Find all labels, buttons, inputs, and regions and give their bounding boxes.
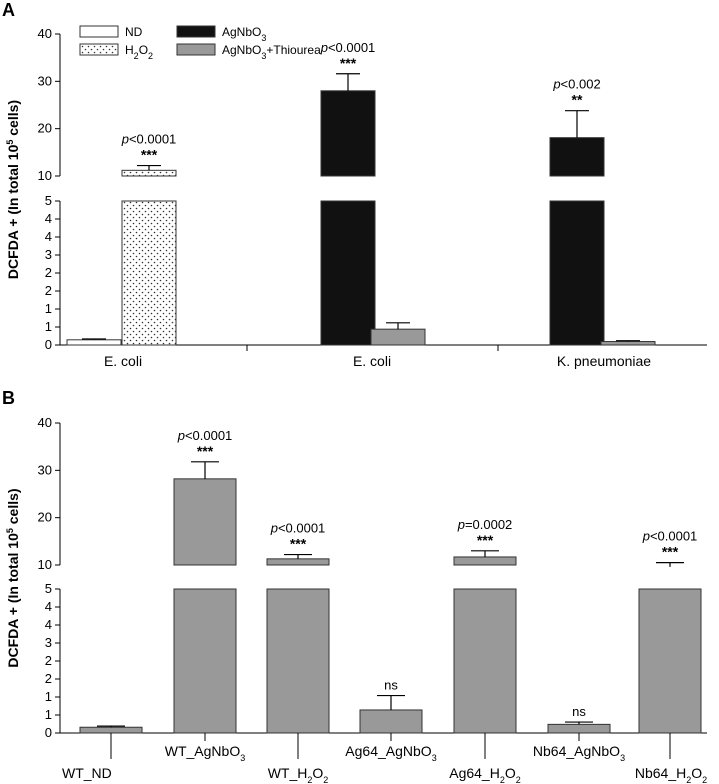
y-tick-label: 0 — [45, 725, 52, 740]
p-value-label: p<0.0001 — [177, 428, 233, 443]
bar-lower — [121, 200, 177, 346]
bar-upper — [266, 558, 330, 566]
y-tick-label: 0 — [45, 337, 52, 352]
y-tick-label: 2 — [45, 671, 52, 686]
group-label: E. coli — [104, 353, 142, 369]
bar-lower — [266, 588, 330, 734]
y-tick-label: 4 — [45, 211, 52, 226]
bar — [79, 726, 143, 734]
legend-label: H2O2 — [125, 43, 153, 61]
p-value-label: p<0.0001 — [121, 132, 177, 147]
y-tick-label: 30 — [38, 462, 52, 477]
significance-stars: *** — [197, 443, 214, 459]
bar-upper — [121, 169, 177, 177]
category-label: WT_AgNbO3 — [165, 743, 245, 763]
y-tick-label: 3 — [45, 247, 52, 262]
category-label: Nb64_H2O2 — [635, 765, 707, 784]
y-tick-label: 10 — [38, 168, 52, 183]
bar — [359, 709, 423, 734]
significance-stars: ** — [572, 92, 583, 108]
legend-swatch — [176, 25, 216, 38]
legend-item: ND — [79, 25, 143, 39]
bar-lower — [453, 588, 517, 734]
p-value-label: p<0.0001 — [642, 529, 698, 544]
y-tick-label: 10 — [38, 557, 52, 572]
y-tick-label: 1 — [45, 689, 52, 704]
y-tick-label: 4 — [45, 617, 52, 632]
p-value-label: p<0.0001 — [320, 40, 376, 55]
significance-stars: *** — [290, 536, 307, 552]
significance-stars: *** — [141, 147, 158, 163]
y-tick-label: 3 — [45, 635, 52, 650]
y-tick-label: 20 — [38, 510, 52, 525]
p-value-label: p=0.0002 — [457, 517, 513, 532]
category-label: Nb64_AgNbO3 — [533, 743, 625, 763]
legend-swatch — [79, 43, 119, 56]
y-tick-label: 1 — [45, 319, 52, 334]
significance-stars: *** — [340, 55, 357, 71]
category-label: Ag64_AgNbO3 — [345, 743, 436, 763]
y-tick-label: 30 — [38, 73, 52, 88]
category-label: Ag64_H2O2 — [449, 765, 521, 784]
bar — [370, 328, 426, 346]
p-value-label: p<0.0001 — [270, 521, 326, 536]
y-tick-label: 5 — [45, 581, 52, 596]
panel-a: 10 20 30 40 0 1 1 2 2 3 4 4 5 DCFDA + (In total 105 c… — [2, 0, 707, 369]
y-tick-label: 1 — [45, 301, 52, 316]
bar-upper — [453, 556, 517, 566]
y-axis-label: DCFDA + (In total 105 cells) — [5, 488, 21, 667]
legend-item: H2O2 — [79, 43, 153, 61]
legend-swatch — [176, 43, 216, 56]
legend-item: AgNbO3+Thiourea — [176, 43, 321, 61]
panel-b: 10 20 30 40 0 1 1 2 2 3 4 4 5 DCFDA + (In total 105 c… — [2, 388, 707, 784]
p-value-label: p<0.002 — [552, 77, 600, 92]
bar-upper — [173, 478, 237, 566]
bar-upper — [549, 137, 605, 177]
bar-upper — [320, 90, 376, 177]
group-label: K. pneumoniae — [557, 353, 651, 369]
bar — [600, 341, 656, 346]
bar-lower — [320, 200, 376, 346]
y-tick-label: 20 — [38, 121, 52, 136]
legend-item: AgNbO3 — [176, 25, 266, 43]
legend-swatch — [79, 25, 119, 38]
bar-lower — [638, 588, 702, 734]
bar — [66, 339, 122, 346]
significance-stars: ns — [384, 678, 398, 693]
bar — [547, 723, 611, 734]
y-tick-label: 1 — [45, 707, 52, 722]
category-label: WT_ND — [62, 765, 112, 781]
y-tick-label: 40 — [38, 26, 52, 41]
y-axis-label: DCFDA + (In total 105 cells) — [5, 100, 21, 279]
y-tick-label: 2 — [45, 265, 52, 280]
y-tick-label: 4 — [45, 229, 52, 244]
y-tick-label: 2 — [45, 653, 52, 668]
significance-stars: *** — [662, 544, 679, 560]
bar-lower — [173, 588, 237, 734]
y-tick-label: 4 — [45, 599, 52, 614]
significance-stars: ns — [572, 704, 586, 719]
category-label: WT_H2O2 — [268, 765, 329, 784]
significance-stars: *** — [477, 532, 494, 548]
legend-label: ND — [125, 25, 143, 39]
bar-lower — [549, 200, 605, 346]
panel-label: B — [2, 388, 15, 408]
y-tick-label: 2 — [45, 283, 52, 298]
legend-label: AgNbO3+Thiourea — [222, 43, 321, 61]
y-tick-label: 40 — [38, 415, 52, 430]
panel-label: A — [2, 0, 15, 20]
legend-label: AgNbO3 — [222, 25, 266, 43]
y-tick-label: 5 — [45, 193, 52, 208]
group-label: E. coli — [353, 353, 391, 369]
